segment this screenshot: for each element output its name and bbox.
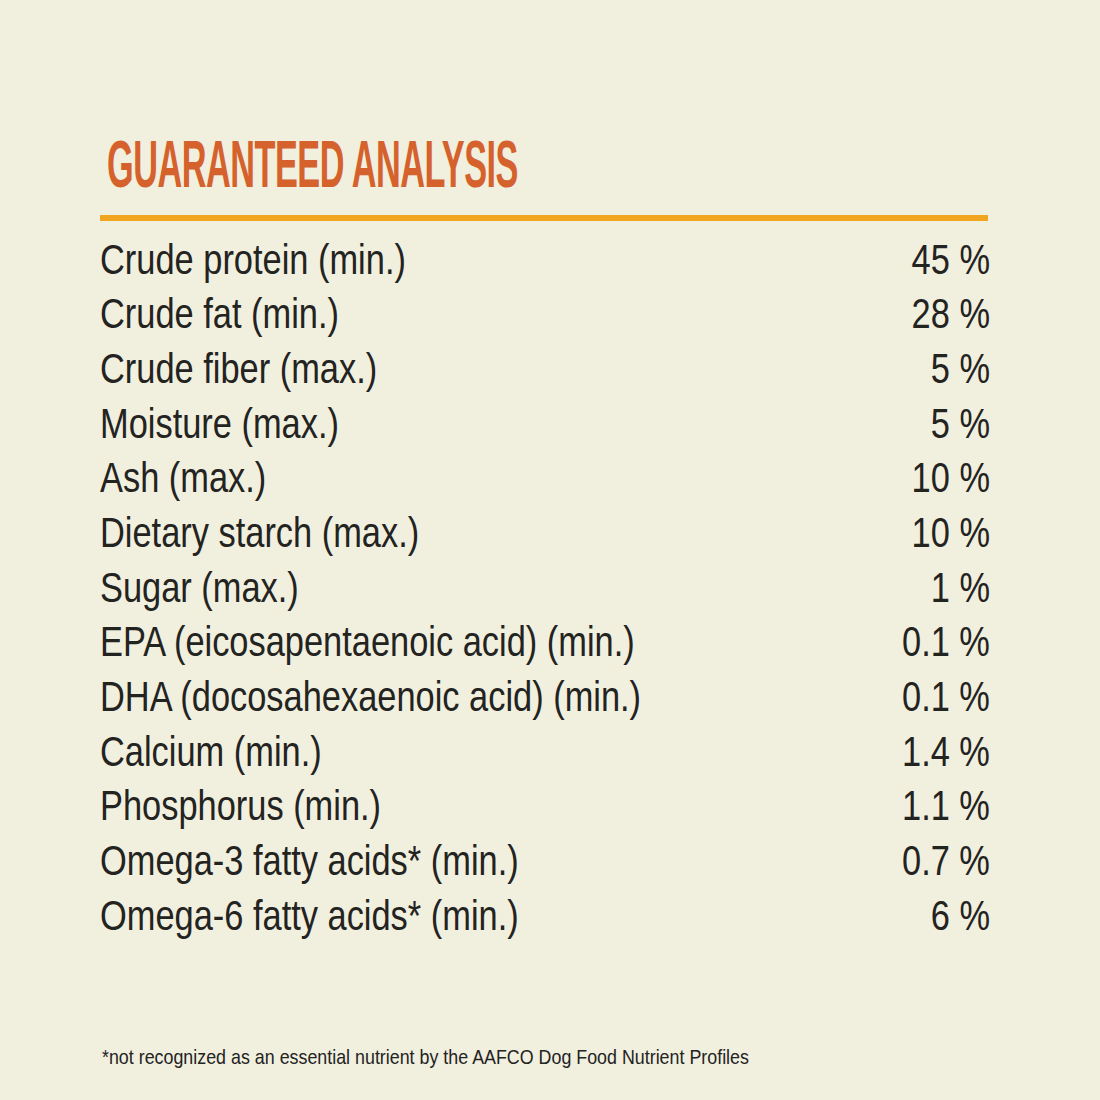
table-row: Omega-6 fatty acids* (min.) 6 % (100, 888, 990, 943)
nutrient-label: Calcium (min.) (100, 730, 322, 773)
nutrient-value: 6 % (931, 894, 990, 937)
nutrient-value: 10 % (912, 511, 990, 554)
nutrient-label: Omega-3 fatty acids* (min.) (100, 839, 519, 882)
guaranteed-analysis-panel: GUARANTEED ANALYSIS Crude protein (min.)… (0, 0, 1100, 1100)
nutrient-value: 28 % (912, 292, 990, 335)
nutrient-label: Moisture (max.) (100, 402, 339, 445)
nutrient-label: Sugar (max.) (100, 566, 299, 609)
table-row: Omega-3 fatty acids* (min.) 0.7 % (100, 833, 990, 888)
nutrient-label: DHA (docosahexaenoic acid) (min.) (100, 675, 641, 718)
nutrient-value: 1.4 % (902, 730, 990, 773)
nutrient-label: Phosphorus (min.) (100, 784, 381, 827)
nutrient-label: Crude protein (min.) (100, 238, 406, 281)
analysis-table: Crude protein (min.) 45 % Crude fat (min… (100, 232, 990, 943)
nutrient-value: 1.1 % (902, 784, 990, 827)
nutrient-label: EPA (eicosapentaenoic acid) (min.) (100, 620, 635, 663)
nutrient-value: 1 % (931, 566, 990, 609)
nutrient-label: Crude fiber (max.) (100, 347, 377, 390)
nutrient-value: 5 % (931, 402, 990, 445)
table-row: Moisture (max.) 5 % (100, 396, 990, 451)
table-row: Crude fiber (max.) 5 % (100, 341, 990, 396)
table-row: Dietary starch (max.) 10 % (100, 505, 990, 560)
nutrient-label: Omega-6 fatty acids* (min.) (100, 894, 519, 937)
nutrient-value: 0.1 % (902, 620, 990, 663)
footnote: *not recognized as an essential nutrient… (102, 1044, 749, 1069)
nutrient-value: 45 % (912, 238, 990, 281)
page-title: GUARANTEED ANALYSIS (107, 131, 518, 197)
table-row: EPA (eicosapentaenoic acid) (min.) 0.1 % (100, 615, 990, 670)
nutrient-value: 10 % (912, 456, 990, 499)
nutrient-label: Crude fat (min.) (100, 292, 339, 335)
table-row: Crude fat (min.) 28 % (100, 287, 990, 342)
nutrient-value: 5 % (931, 347, 990, 390)
table-row: DHA (docosahexaenoic acid) (min.) 0.1 % (100, 669, 990, 724)
nutrient-label: Ash (max.) (100, 456, 266, 499)
nutrient-value: 0.7 % (902, 839, 990, 882)
table-row: Calcium (min.) 1.4 % (100, 724, 990, 779)
table-row: Phosphorus (min.) 1.1 % (100, 779, 990, 834)
header-divider (100, 215, 988, 221)
table-row: Ash (max.) 10 % (100, 451, 990, 506)
table-row: Sugar (max.) 1 % (100, 560, 990, 615)
table-row: Crude protein (min.) 45 % (100, 232, 990, 287)
nutrient-label: Dietary starch (max.) (100, 511, 419, 554)
nutrient-value: 0.1 % (902, 675, 990, 718)
